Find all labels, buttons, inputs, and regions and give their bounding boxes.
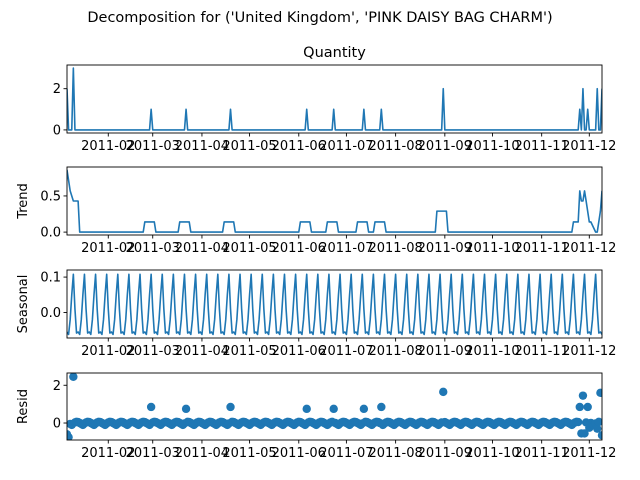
x-tick-label: 2011-05 bbox=[222, 241, 276, 256]
x-tick-label: 2011-11 bbox=[515, 344, 569, 359]
x-tick-label: 2011-07 bbox=[319, 241, 373, 256]
x-tick-label: 2011-10 bbox=[465, 446, 519, 461]
x-tick-label: 2011-10 bbox=[465, 344, 519, 359]
x-tick-label: 2011-04 bbox=[175, 344, 229, 359]
x-tick-label: 2011-09 bbox=[418, 139, 472, 154]
resid-point bbox=[597, 431, 602, 440]
resid-point bbox=[146, 402, 156, 412]
x-tick-label: 2011-12 bbox=[562, 344, 616, 359]
x-tick-label: 2011-08 bbox=[368, 139, 422, 154]
x-tick-label: 2011-10 bbox=[465, 241, 519, 256]
plot-area bbox=[67, 67, 602, 131]
x-tick-label: 2011-07 bbox=[319, 344, 373, 359]
panel-2: 0.00.52011-022011-032011-042011-052011-0… bbox=[16, 166, 616, 256]
x-tick-label: 2011-02 bbox=[81, 139, 135, 154]
plot-area bbox=[67, 273, 602, 336]
y-axis-label: Resid bbox=[16, 389, 31, 424]
x-tick-label: 2011-12 bbox=[562, 446, 616, 461]
panel-4: 022011-022011-032011-042011-052011-06201… bbox=[16, 372, 616, 461]
axes-frame bbox=[66, 64, 603, 134]
resid-point bbox=[69, 373, 78, 381]
x-tick-label: 2011-08 bbox=[368, 446, 422, 461]
y-tick-label: 2 bbox=[53, 82, 61, 97]
x-tick-label: 2011-06 bbox=[272, 139, 326, 154]
y-tick-label: 0.5 bbox=[40, 189, 61, 204]
panel-title: Quantity bbox=[303, 45, 366, 61]
x-tick-label: 2011-02 bbox=[81, 446, 135, 461]
resid-point bbox=[580, 429, 589, 438]
resid-point bbox=[302, 404, 311, 414]
x-tick-label: 2011-09 bbox=[418, 344, 472, 359]
x-tick-label: 2011-03 bbox=[126, 241, 180, 256]
x-tick-label: 2011-04 bbox=[175, 139, 229, 154]
y-axis-label: Trend bbox=[16, 183, 31, 220]
plot-area bbox=[67, 373, 602, 440]
x-tick-label: 2011-10 bbox=[465, 139, 519, 154]
y-tick-label: 0 bbox=[53, 123, 61, 138]
x-tick-label: 2011-07 bbox=[319, 139, 373, 154]
x-tick-label: 2011-05 bbox=[222, 139, 276, 154]
resid-point bbox=[573, 417, 583, 427]
y-tick-label: 2 bbox=[53, 379, 61, 394]
x-tick-label: 2011-09 bbox=[418, 446, 472, 461]
x-tick-label: 2011-04 bbox=[175, 241, 229, 256]
x-tick-label: 2011-09 bbox=[418, 241, 472, 256]
x-tick-label: 2011-03 bbox=[126, 139, 180, 154]
x-tick-label: 2011-02 bbox=[81, 241, 135, 256]
x-tick-label: 2011-02 bbox=[81, 344, 135, 359]
x-tick-label: 2011-05 bbox=[222, 344, 276, 359]
axes-frame bbox=[66, 269, 603, 339]
y-tick-label: 0.0 bbox=[40, 226, 61, 241]
panels: 022011-022011-032011-042011-052011-06201… bbox=[16, 45, 616, 461]
x-tick-label: 2011-11 bbox=[515, 241, 569, 256]
panel-3: 0.00.12011-022011-032011-042011-052011-0… bbox=[16, 269, 616, 359]
x-tick-label: 2011-06 bbox=[272, 241, 326, 256]
resid-point bbox=[439, 387, 448, 397]
axes-frame bbox=[66, 166, 603, 236]
resid-point bbox=[226, 402, 235, 412]
resid-point bbox=[596, 388, 602, 398]
resid-point bbox=[359, 404, 369, 414]
figure-title: Decomposition for ('United Kingdom', 'PI… bbox=[87, 10, 552, 26]
y-tick-label: 0.0 bbox=[40, 306, 61, 321]
x-tick-label: 2011-12 bbox=[562, 139, 616, 154]
y-tick-label: 0.1 bbox=[40, 271, 61, 286]
resid-point bbox=[594, 417, 602, 427]
resid-point bbox=[575, 402, 584, 412]
resid-point bbox=[578, 391, 588, 400]
x-tick-label: 2011-12 bbox=[562, 241, 616, 256]
resid-point bbox=[329, 404, 338, 414]
x-tick-label: 2011-08 bbox=[368, 344, 422, 359]
series-line bbox=[67, 169, 602, 233]
series-line bbox=[67, 273, 602, 336]
panel-1: 022011-022011-032011-042011-052011-06201… bbox=[53, 45, 617, 154]
plot-area bbox=[67, 169, 602, 233]
series-line bbox=[67, 67, 602, 131]
x-tick-label: 2011-05 bbox=[222, 446, 276, 461]
x-tick-label: 2011-07 bbox=[319, 446, 373, 461]
resid-point bbox=[593, 424, 602, 433]
x-tick-label: 2011-11 bbox=[515, 139, 569, 154]
x-tick-label: 2011-11 bbox=[515, 446, 569, 461]
y-tick-label: 0 bbox=[53, 417, 61, 432]
resid-point bbox=[181, 404, 191, 414]
resid-point bbox=[67, 432, 73, 440]
x-tick-label: 2011-03 bbox=[126, 344, 180, 359]
x-tick-label: 2011-06 bbox=[272, 446, 326, 461]
x-tick-label: 2011-06 bbox=[272, 344, 326, 359]
resid-point bbox=[583, 402, 592, 412]
x-tick-label: 2011-04 bbox=[175, 446, 229, 461]
resid-point bbox=[377, 402, 386, 412]
y-axis-label: Seasonal bbox=[16, 275, 31, 334]
x-tick-label: 2011-08 bbox=[368, 241, 422, 256]
x-tick-label: 2011-03 bbox=[126, 446, 180, 461]
axes-frame bbox=[66, 372, 603, 441]
